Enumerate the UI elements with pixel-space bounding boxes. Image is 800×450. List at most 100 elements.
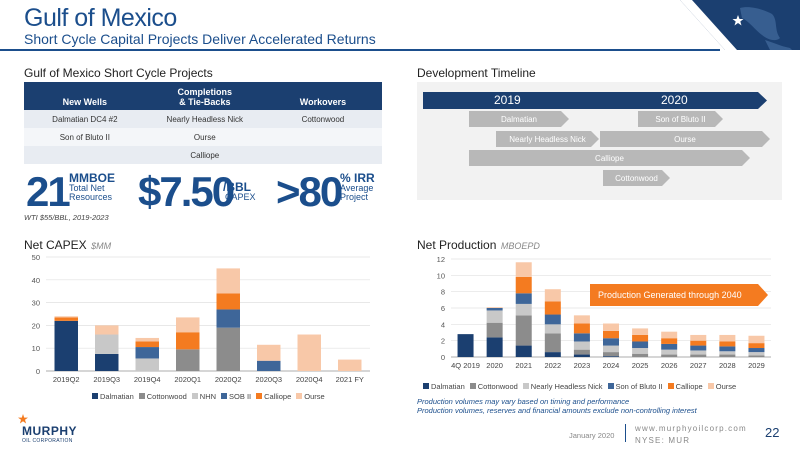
legend-item: Calliope bbox=[256, 392, 291, 401]
table-cell: Cottonwood bbox=[263, 110, 382, 128]
col-header-new-wells: New Wells bbox=[24, 82, 146, 110]
x-tick-label: 2026 bbox=[661, 361, 678, 370]
bar-segment bbox=[216, 268, 240, 294]
x-tick-label: 2025 bbox=[632, 361, 649, 370]
footer-ticker: NYSE: MUR bbox=[635, 436, 691, 445]
legend-swatch bbox=[423, 383, 429, 389]
production-legend: Dalmatian Cottonwood Nearly Headless Nick S… bbox=[423, 376, 741, 394]
bar-segment bbox=[719, 351, 736, 355]
y-tick-label: 10 bbox=[437, 271, 445, 280]
y-tick-label: 40 bbox=[32, 276, 40, 285]
x-tick-label: 2024 bbox=[603, 361, 620, 370]
irr-label: Average bbox=[340, 183, 374, 193]
bar-segment bbox=[176, 332, 200, 350]
legend-label: Cottonwood bbox=[146, 391, 187, 401]
table-cell: Dalmatian DC4 #2 bbox=[24, 110, 146, 128]
bar-segment bbox=[573, 354, 590, 357]
header-rule bbox=[0, 49, 720, 51]
x-tick-label: 2019Q3 bbox=[93, 375, 120, 384]
bar-segment bbox=[54, 320, 78, 371]
timeline-title: Development Timeline bbox=[417, 66, 536, 80]
production-callout: Production Generated through 2040 bbox=[590, 284, 768, 306]
legend-swatch bbox=[607, 383, 614, 389]
legend-item: Nearly Headless Nick bbox=[522, 382, 603, 391]
y-tick-label: 10 bbox=[32, 344, 40, 353]
legend-swatch bbox=[522, 383, 529, 389]
y-tick-label: 8 bbox=[441, 288, 445, 297]
bar-segment bbox=[486, 322, 503, 338]
y-tick-label: 0 bbox=[441, 353, 445, 362]
y-tick-label: 20 bbox=[32, 321, 40, 330]
bar-segment bbox=[544, 289, 561, 302]
bar-segment bbox=[135, 347, 159, 359]
bar-segment bbox=[544, 301, 561, 315]
timeline-bar-calliope: Calliope bbox=[469, 150, 750, 166]
bar-segment bbox=[457, 334, 474, 357]
x-tick-label: 2027 bbox=[690, 361, 707, 370]
bar-segment bbox=[719, 346, 736, 352]
bar-segment bbox=[690, 354, 707, 357]
bar-segment bbox=[603, 352, 619, 357]
bar-segment bbox=[719, 341, 736, 347]
legend-label: Calliope bbox=[264, 391, 292, 401]
bar-segment bbox=[515, 315, 532, 346]
bar-segment bbox=[719, 354, 736, 357]
legend-item: Cottonwood bbox=[469, 382, 518, 391]
bar-segment bbox=[216, 309, 240, 328]
bar-segment bbox=[515, 262, 532, 277]
x-tick-label: 2019Q4 bbox=[134, 375, 161, 384]
legend-item: Ourse bbox=[296, 392, 325, 401]
table-cell: Son of Bluto II bbox=[24, 128, 146, 146]
bar-segment bbox=[661, 349, 678, 355]
x-tick-label: 2022 bbox=[544, 361, 561, 370]
legend-item: Ourse bbox=[707, 382, 736, 391]
legend-swatch bbox=[667, 383, 674, 389]
bar-segment bbox=[661, 343, 678, 350]
x-tick-label: 2029 bbox=[748, 361, 765, 370]
page-subtitle: Short Cycle Capital Projects Deliver Acc… bbox=[24, 31, 376, 47]
bar-segment bbox=[176, 349, 200, 371]
production-chart-title: Net Production MBOEPD bbox=[417, 238, 540, 252]
bar-segment bbox=[544, 314, 561, 325]
bar-segment bbox=[573, 315, 590, 324]
murphy-logo: MURPHY OIL CORPORATION bbox=[18, 414, 77, 444]
resources-label: Total Net bbox=[69, 183, 105, 193]
x-tick-label: 4Q 2019 bbox=[451, 361, 480, 370]
x-tick-label: 2021 bbox=[515, 361, 532, 370]
production-note: Production volumes may vary based on tim… bbox=[417, 397, 630, 406]
bar-segment bbox=[95, 325, 119, 335]
map-corner-graphic bbox=[680, 0, 800, 50]
bar-segment bbox=[603, 356, 619, 357]
table-cell: Calliope bbox=[145, 146, 264, 164]
bar-segment bbox=[486, 308, 503, 311]
footer-website[interactable]: www.murphyoilcorp.com bbox=[635, 424, 747, 433]
bar-segment bbox=[338, 359, 362, 371]
legend-swatch bbox=[221, 393, 228, 399]
bar-segment bbox=[690, 345, 707, 351]
bar-segment bbox=[515, 345, 532, 357]
projects-title: Gulf of Mexico Short Cycle Projects bbox=[24, 66, 213, 80]
legend-item: Calliope bbox=[667, 382, 703, 391]
irr-label: Project bbox=[340, 192, 369, 202]
bar-segment bbox=[544, 333, 561, 353]
irr-value: >80 bbox=[276, 168, 343, 215]
resources-value: 21 bbox=[26, 168, 71, 215]
bar-segment bbox=[135, 337, 159, 342]
bar-segment bbox=[603, 330, 619, 339]
timeline-year: 2020 bbox=[661, 93, 688, 107]
legend-swatch bbox=[138, 393, 145, 399]
bar-segment bbox=[135, 341, 159, 348]
timeline-bar-dalmatian: Dalmatian bbox=[469, 111, 569, 127]
resources-unit: MMBOE bbox=[69, 171, 115, 185]
bar-segment bbox=[95, 353, 119, 371]
bar-segment bbox=[748, 355, 765, 357]
x-tick-label: 2020 bbox=[486, 361, 503, 370]
footer-date: January 2020 bbox=[569, 431, 615, 440]
x-tick-label: 2020Q4 bbox=[296, 375, 323, 384]
page-title: Gulf of Mexico bbox=[24, 4, 177, 32]
bar-segment bbox=[632, 334, 649, 342]
bar-segment bbox=[573, 349, 590, 355]
table-row: Calliope bbox=[24, 146, 382, 164]
y-tick-label: 4 bbox=[441, 320, 445, 329]
y-tick-label: 6 bbox=[441, 304, 445, 313]
